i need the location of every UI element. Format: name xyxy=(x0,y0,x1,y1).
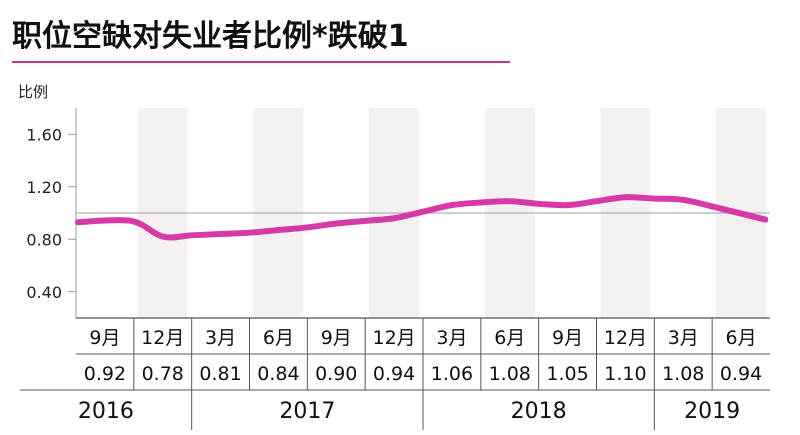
table-month-label: 12月 xyxy=(141,327,184,349)
y-tick-label: 0.40 xyxy=(26,283,62,302)
table-value: 0.94 xyxy=(373,363,415,385)
y-tick-label: 0.80 xyxy=(26,230,62,249)
table-value: 0.92 xyxy=(84,363,126,385)
y-ticks: 1.60 1.20 0.80 0.40 xyxy=(26,125,76,302)
table-month-label: 9月 xyxy=(89,327,120,349)
table-value: 0.81 xyxy=(199,363,241,385)
chart-title: 职位空缺对失业者比例*跌破1 xyxy=(12,19,409,54)
table-value: 0.78 xyxy=(142,363,184,385)
year-label: 2019 xyxy=(684,399,740,424)
table-month-label: 12月 xyxy=(372,327,415,349)
y-tick-label: 1.60 xyxy=(26,125,62,144)
series-line xyxy=(75,194,769,241)
year-label: 2016 xyxy=(78,399,134,424)
table-value: 1.05 xyxy=(546,363,588,385)
table-value: 0.84 xyxy=(257,363,299,385)
y-tick-label: 1.20 xyxy=(26,178,62,197)
table-month-label: 6月 xyxy=(494,327,525,349)
y-axis-label: 比例 xyxy=(18,83,48,101)
table-value: 0.94 xyxy=(720,363,762,385)
year-label: 2017 xyxy=(279,399,335,424)
table-month-label: 9月 xyxy=(321,327,352,349)
table-month-label: 12月 xyxy=(604,327,647,349)
table-month-label: 6月 xyxy=(263,327,294,349)
table-value: 1.06 xyxy=(431,363,473,385)
table-month-label: 9月 xyxy=(552,327,583,349)
year-label: 2018 xyxy=(511,399,567,424)
table-month-label: 6月 xyxy=(726,327,757,349)
table-value: 1.10 xyxy=(604,363,646,385)
table-value: 1.08 xyxy=(489,363,531,385)
table-value: 1.08 xyxy=(662,363,704,385)
table-value: 0.90 xyxy=(315,363,357,385)
table-month-label: 3月 xyxy=(205,327,236,349)
data-table: 9月 0.92 12月 0.78 3月 0.81 6月 0.84 9月 0.90 12月 0.94 3月… xyxy=(20,317,770,430)
table-month-label: 3月 xyxy=(436,327,467,349)
table-month-label: 3月 xyxy=(668,327,699,349)
